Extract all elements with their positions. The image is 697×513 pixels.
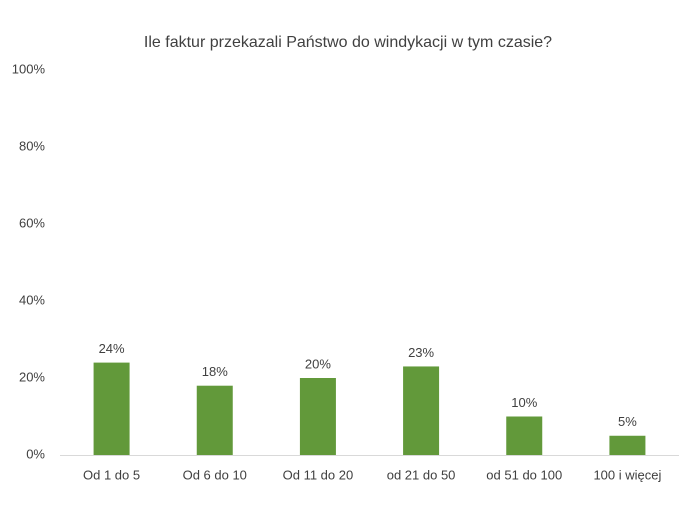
bar [506,416,543,455]
x-tick-label: 100 i więcej [593,467,661,482]
x-tick-label: Od 6 do 10 [183,467,247,482]
bar [196,385,233,455]
x-tick-label: od 51 do 100 [486,467,562,482]
x-tick-label: Od 1 do 5 [83,467,140,482]
bar [299,378,336,455]
bar [609,435,646,455]
y-tick-label: 0% [26,446,45,461]
y-tick-label: 80% [19,138,45,153]
data-label: 18% [202,364,228,379]
y-tick-label: 40% [19,292,45,307]
data-label: 23% [408,345,434,360]
bar [93,362,130,455]
data-label: 10% [511,395,537,410]
y-tick-label: 100% [12,61,46,76]
data-label: 20% [305,356,331,371]
x-tick-label: Od 11 do 20 [283,467,354,482]
chart-title: Ile faktur przekazali Państwo do windyka… [144,34,552,51]
y-tick-label: 60% [19,215,45,230]
x-tick-label: od 21 do 50 [387,467,456,482]
y-tick-label: 20% [19,369,45,384]
data-label: 24% [99,341,125,356]
data-label: 5% [618,414,637,429]
bar [403,366,440,455]
